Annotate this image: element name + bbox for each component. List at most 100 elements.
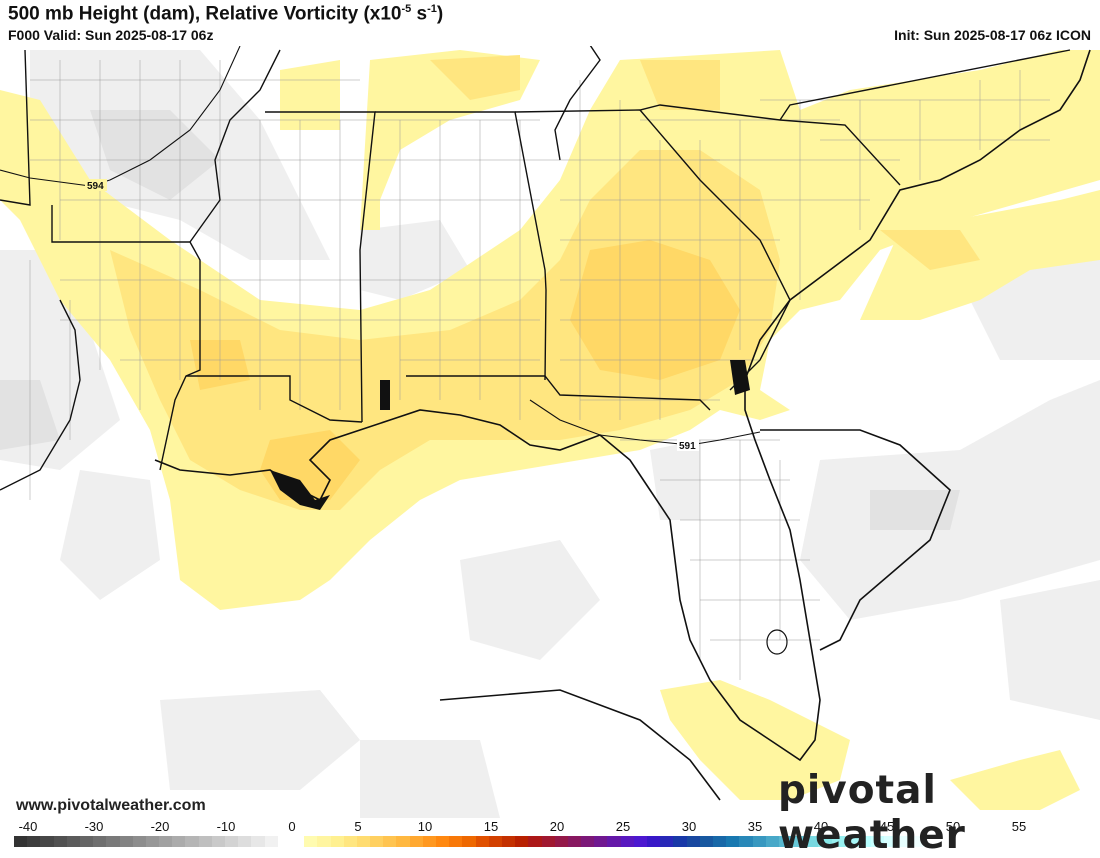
website-credit: www.pivotalweather.com (16, 797, 206, 814)
colorbar-swatch (699, 836, 713, 847)
header: 500 mb Height (dam), Relative Vorticity … (0, 0, 1100, 46)
county-lines (29, 60, 1050, 680)
colorbar-swatch (383, 836, 397, 847)
colorbar-swatch (370, 836, 384, 847)
colorbar-swatch (673, 836, 687, 847)
valid-time: F000 Valid: Sun 2025-08-17 06z (8, 27, 214, 43)
height-contours (0, 46, 761, 446)
tick-label: 10 (417, 819, 433, 834)
colorbar-swatch (14, 836, 28, 847)
contour-label-591-text: 591 (679, 441, 696, 452)
colorbar-swatch (343, 836, 357, 847)
tick-label: 35 (747, 819, 763, 834)
colorbar-swatch (79, 836, 94, 847)
colorbar-swatch (40, 836, 54, 847)
colorbar-swatch (844, 836, 858, 847)
contour-label-594: 594 (85, 179, 107, 192)
colorbar-swatch (805, 836, 819, 847)
colorbar-swatch (752, 836, 766, 847)
colorbar-swatch (449, 836, 463, 847)
colorbar-swatch (660, 836, 674, 847)
colorbar-swatch (211, 836, 225, 847)
colorbar-swatch (910, 836, 924, 847)
colorbar-swatch (858, 836, 872, 847)
colorbar-swatch (541, 836, 555, 847)
tick-label: 40 (813, 819, 829, 834)
tick-label: 20 (549, 819, 565, 834)
state-borders (0, 46, 1071, 491)
colorbar-swatch (436, 836, 450, 847)
tick-label: 30 (681, 819, 697, 834)
coastlines (154, 49, 1091, 801)
tick-label: -40 (18, 819, 38, 834)
colorbar-swatch (567, 836, 582, 847)
tick-label: 0 (288, 819, 296, 834)
colorbar-swatch (172, 836, 186, 847)
colorbar (14, 836, 924, 847)
colorbar-swatch (238, 836, 252, 847)
colorbar-swatch (488, 836, 502, 847)
colorbar-swatch (884, 836, 898, 847)
tick-label: 50 (945, 819, 961, 834)
colorbar-swatch (871, 836, 885, 847)
tick-label: 5 (354, 819, 362, 834)
colorbar-swatch (93, 836, 107, 847)
colorbar-swatch (581, 836, 595, 847)
colorbar-swatch (53, 836, 67, 847)
colorbar-swatch (277, 836, 291, 847)
colorbar-swatch (792, 836, 806, 847)
tick-label: 45 (879, 819, 895, 834)
colorbar-swatch (765, 836, 779, 847)
colorbar-swatch (290, 836, 305, 847)
colorbar-swatch (225, 836, 239, 847)
colorbar-swatch (304, 836, 318, 847)
colorbar-swatch (185, 836, 199, 847)
colorbar-swatch (726, 836, 740, 847)
contour-label-594-text: 594 (87, 181, 104, 192)
colorbar-swatch (119, 836, 133, 847)
colorbar-swatch (27, 836, 41, 847)
colorbar-swatch (317, 836, 331, 847)
tick-label: 15 (483, 819, 499, 834)
colorbar-swatch (66, 836, 80, 847)
colorbar-swatch (778, 836, 793, 847)
map-title: 500 mb Height (dam), Relative Vorticity … (8, 3, 444, 25)
colorbar-swatch (528, 836, 542, 847)
colorbar-swatch (264, 836, 278, 847)
colorbar-swatch (712, 836, 727, 847)
tick-label: -10 (216, 819, 236, 834)
colorbar-swatch (145, 836, 160, 847)
colorbar-swatch (251, 836, 265, 847)
colorbar-swatch (607, 836, 621, 847)
colorbar-swatch (620, 836, 634, 847)
colorbar-swatch (501, 836, 516, 847)
colorbar-tick-labels: -40 -30 -20 -10 0 5 10 15 20 25 30 35 40… (0, 819, 1100, 835)
colorbar-swatch (686, 836, 700, 847)
map-canvas: 594 591 (0, 46, 1100, 818)
colorbar-swatch (132, 836, 146, 847)
weather-map[interactable]: 594 591 (0, 46, 1100, 818)
contour-label-591: 591 (677, 439, 699, 452)
tick-label: 25 (615, 819, 631, 834)
colorbar-swatch (647, 836, 661, 847)
colorbar-swatch (633, 836, 647, 847)
colorbar-swatch (515, 836, 529, 847)
colorbar-swatch (159, 836, 173, 847)
colorbar-swatch (409, 836, 423, 847)
colorbar-swatch (198, 836, 212, 847)
colorbar-swatch (106, 836, 120, 847)
colorbar-swatch (739, 836, 753, 847)
colorbar-swatch (831, 836, 845, 847)
lake-okeechobee (766, 629, 788, 655)
colorbar-swatch (818, 836, 832, 847)
colorbar-swatch (396, 836, 410, 847)
colorbar-swatch (330, 836, 344, 847)
mississippi-delta (270, 360, 750, 510)
init-time: Init: Sun 2025-08-17 06z ICON (894, 27, 1091, 43)
colorbar-swatch (554, 836, 568, 847)
colorbar-swatch (422, 836, 436, 847)
colorbar-swatch (462, 836, 476, 847)
tick-label: -30 (84, 819, 104, 834)
colorbar-swatch (594, 836, 608, 847)
colorbar-swatch (897, 836, 911, 847)
